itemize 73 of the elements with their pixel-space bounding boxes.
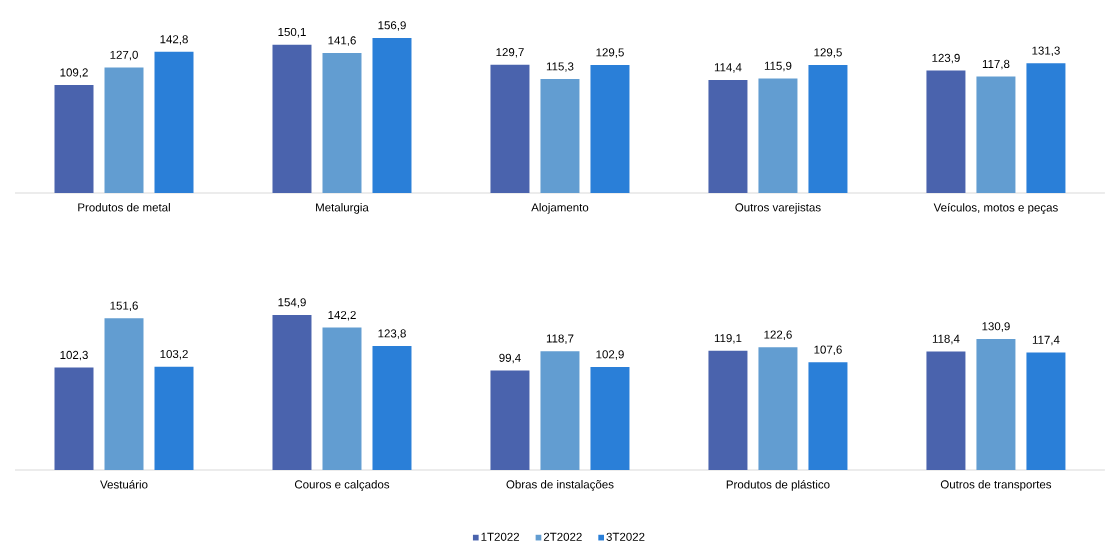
x-tick-label: Couros e calçados [294,480,390,491]
bar [154,51,194,193]
x-tick-label: Produtos de metal [78,203,170,212]
bar [590,366,630,470]
bar [540,79,580,193]
data-label: 115,3 [546,62,574,72]
data-label: 129,5 [596,48,624,58]
data-label: 154,9 [278,298,306,308]
bar [104,318,144,470]
x-tick-label: Outros de transportes [940,480,1052,491]
bar [322,327,362,470]
data-label: 117,4 [1032,335,1060,346]
data-label: 118,7 [546,334,574,344]
bar [808,64,848,193]
x-tick-label: Outros varejistas [735,203,821,214]
data-label: 114,4 [714,63,742,73]
data-label: 102,9 [596,350,624,360]
data-label: 115,9 [764,61,792,72]
bar [926,70,966,193]
bar [976,76,1016,193]
data-label: 107,6 [814,345,842,356]
bar [708,350,748,470]
data-label: 122,6 [764,330,792,341]
data-label: 151,6 [110,301,138,312]
x-tick-label: Obras de instalações [506,480,614,491]
data-label: 102,3 [60,350,88,361]
data-label: 131,3 [1032,46,1060,57]
bar [926,351,966,470]
data-label: 109,2 [60,68,88,78]
data-label: 99,4 [499,353,521,364]
bar [372,37,412,193]
bar [708,79,748,193]
legend-label: 2T2022 [543,532,582,541]
x-tick-label: Alojamento [531,203,589,214]
bar [590,64,630,193]
bar [104,67,144,193]
data-label: 129,5 [814,48,842,58]
data-label: 129,7 [496,48,524,58]
data-label: 156,9 [378,21,406,31]
bar [154,366,194,470]
bar [272,314,312,470]
bar [1026,63,1066,193]
bar [490,64,530,193]
data-label: 103,2 [160,349,188,360]
bar [490,370,530,470]
bar [272,44,312,193]
bar [808,362,848,470]
x-tick-label: Produtos de plástico [726,480,830,491]
bar [540,351,580,470]
x-tick-label: Metalurgia [316,203,369,214]
x-tick-label: Veículos, motos e peças [933,203,1058,214]
bar [758,78,798,193]
data-label: 123,8 [378,329,406,339]
bar [54,367,94,470]
data-label: 117,8 [982,59,1010,70]
data-label: 150,1 [278,27,306,38]
bar [758,347,798,470]
data-label: 118,4 [932,334,960,345]
bar [1026,352,1066,470]
bar [322,53,362,193]
bar [372,346,412,470]
legend-label: 3T2022 [606,532,645,541]
data-label: 142,8 [160,35,188,45]
data-label: 127,0 [110,50,138,61]
x-tick-label: Vestuário [100,480,148,489]
data-label: 123,9 [932,53,960,64]
bar [54,85,94,193]
legend-label: 1T2022 [481,532,520,541]
bar [976,338,1016,470]
data-label: 119,1 [714,334,742,344]
data-label: 130,9 [982,322,1010,332]
data-label: 141,6 [328,36,356,46]
data-label: 142,2 [328,310,356,321]
